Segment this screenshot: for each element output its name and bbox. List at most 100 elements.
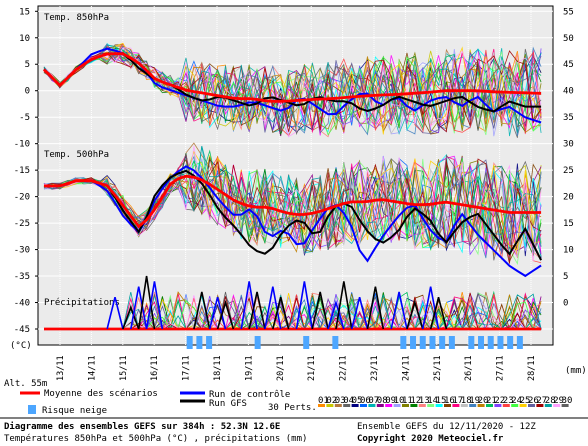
precip-spike xyxy=(130,286,148,330)
snow-risk-marker xyxy=(429,336,436,349)
precip-spike xyxy=(240,281,258,330)
y2-tick-label: 55 xyxy=(563,7,574,17)
x-date-label: 21/11 xyxy=(307,355,317,381)
y2-tick-label: 35 xyxy=(563,113,574,123)
x-date-label: 23/11 xyxy=(370,355,380,381)
snow-risk-marker xyxy=(400,336,407,349)
pert-swatch xyxy=(544,404,552,407)
x-date-label: 15/11 xyxy=(119,355,129,381)
precip-spike xyxy=(366,286,385,330)
y-tick-label: -35 xyxy=(14,272,30,282)
y-tick-label: 0 xyxy=(25,87,30,97)
snow-risk-marker xyxy=(332,336,339,349)
y-tick-label: -20 xyxy=(14,193,30,203)
snow-risk-marker xyxy=(410,336,417,349)
precip-spike xyxy=(335,281,353,330)
panel-label-500: Temp. 500hPa xyxy=(44,150,109,160)
pert-id: 13 xyxy=(419,396,430,406)
precip-spike xyxy=(295,281,314,330)
snow-risk-marker xyxy=(507,336,514,349)
footer-subtitle: Températures 850hPa et 500hPa (°C) , pré… xyxy=(4,433,307,444)
pert-id: 11 xyxy=(402,396,413,406)
precip-spike xyxy=(122,305,140,330)
pert-id: 06 xyxy=(360,396,371,406)
x-date-label: 25/11 xyxy=(433,355,443,381)
snow-risk-marker xyxy=(303,336,310,349)
pert-swatch xyxy=(528,404,535,407)
precip-spike xyxy=(311,291,329,330)
x-date-label: 16/11 xyxy=(150,355,160,381)
pert-swatch xyxy=(318,404,325,407)
x-date-label: 22/11 xyxy=(339,355,349,381)
precip-spike xyxy=(406,299,424,330)
precip-spike xyxy=(272,297,290,330)
footer-title: Diagramme des ensembles GEFS sur 384h : … xyxy=(4,421,280,432)
pert-swatch xyxy=(553,404,561,407)
snow-risk-marker xyxy=(516,336,523,349)
pert-swatch xyxy=(561,404,569,407)
pert-swatch xyxy=(427,404,435,407)
y2-tick-label: 50 xyxy=(563,34,574,44)
series-1-500-line xyxy=(44,165,542,278)
y-tick-label: -25 xyxy=(14,219,30,229)
pert-swatch xyxy=(402,404,409,407)
legend-snow-swatch xyxy=(28,405,36,414)
y2-tick-label: 30 xyxy=(563,140,574,150)
pert-id: 20 xyxy=(478,396,489,406)
snow-risk-marker xyxy=(448,336,455,349)
pert-id: 28 xyxy=(545,396,556,406)
pert-swatch xyxy=(435,404,443,407)
pert-swatch xyxy=(376,404,384,407)
pert-id: 18 xyxy=(461,396,472,406)
pert-id: 19 xyxy=(469,396,480,406)
pert-swatch xyxy=(334,404,342,407)
pert-id: 12 xyxy=(410,396,421,406)
x-date-label: 19/11 xyxy=(244,355,254,381)
pert-id: 10 xyxy=(394,396,405,406)
pert-id: 17 xyxy=(452,396,463,406)
y2-tick-label: 10 xyxy=(563,246,574,256)
y2-tick-label: 20 xyxy=(563,193,574,203)
pert-id: 03 xyxy=(335,396,346,406)
pert-500-line xyxy=(43,145,542,250)
precip-spike xyxy=(208,297,227,330)
snow-risk-marker xyxy=(254,336,261,349)
legend-control-label: Run de contrôle xyxy=(209,389,290,400)
precip-spike xyxy=(248,291,266,330)
unit-left: (°C) xyxy=(10,341,32,351)
series-2-500-line xyxy=(44,169,542,261)
pert-500-line xyxy=(43,150,542,251)
pert-id: 04 xyxy=(343,396,354,406)
pert-swatch xyxy=(477,404,485,407)
x-date-label: 14/11 xyxy=(87,355,97,381)
legend-snow-label: Risque neige xyxy=(42,406,107,416)
precip-spike xyxy=(193,291,211,330)
pert-swatch xyxy=(460,404,468,407)
y-tick-label: -45 xyxy=(14,325,30,335)
x-date-label: 20/11 xyxy=(276,355,286,381)
pert-850-line xyxy=(43,46,542,130)
x-date-label: 13/11 xyxy=(56,355,66,381)
pert-swatch xyxy=(494,404,502,407)
pert-swatch xyxy=(343,404,351,407)
pert-swatch xyxy=(393,404,401,407)
pert-swatch xyxy=(326,404,334,407)
pert-id: 01 xyxy=(318,396,329,406)
snow-risk-marker xyxy=(206,336,213,349)
snow-risk-marker xyxy=(468,336,475,349)
precip-spike xyxy=(429,297,448,330)
footer-run-info: Ensemble GEFS du 12/11/2020 - 12Z xyxy=(357,422,536,432)
snow-risk-marker xyxy=(419,336,426,349)
pert-id: 08 xyxy=(377,396,388,406)
x-date-label: 28/11 xyxy=(527,355,537,381)
precip-spike xyxy=(350,297,369,330)
y-tick-label: -15 xyxy=(14,166,30,176)
pert-swatch xyxy=(452,404,460,407)
pert-id: 27 xyxy=(536,396,547,406)
precip-spike xyxy=(137,275,156,330)
pert-id: 25 xyxy=(520,396,531,406)
snow-risk-marker xyxy=(478,336,485,349)
perts-label: 30 Perts. xyxy=(268,403,317,413)
x-date-label: 18/11 xyxy=(213,355,223,381)
